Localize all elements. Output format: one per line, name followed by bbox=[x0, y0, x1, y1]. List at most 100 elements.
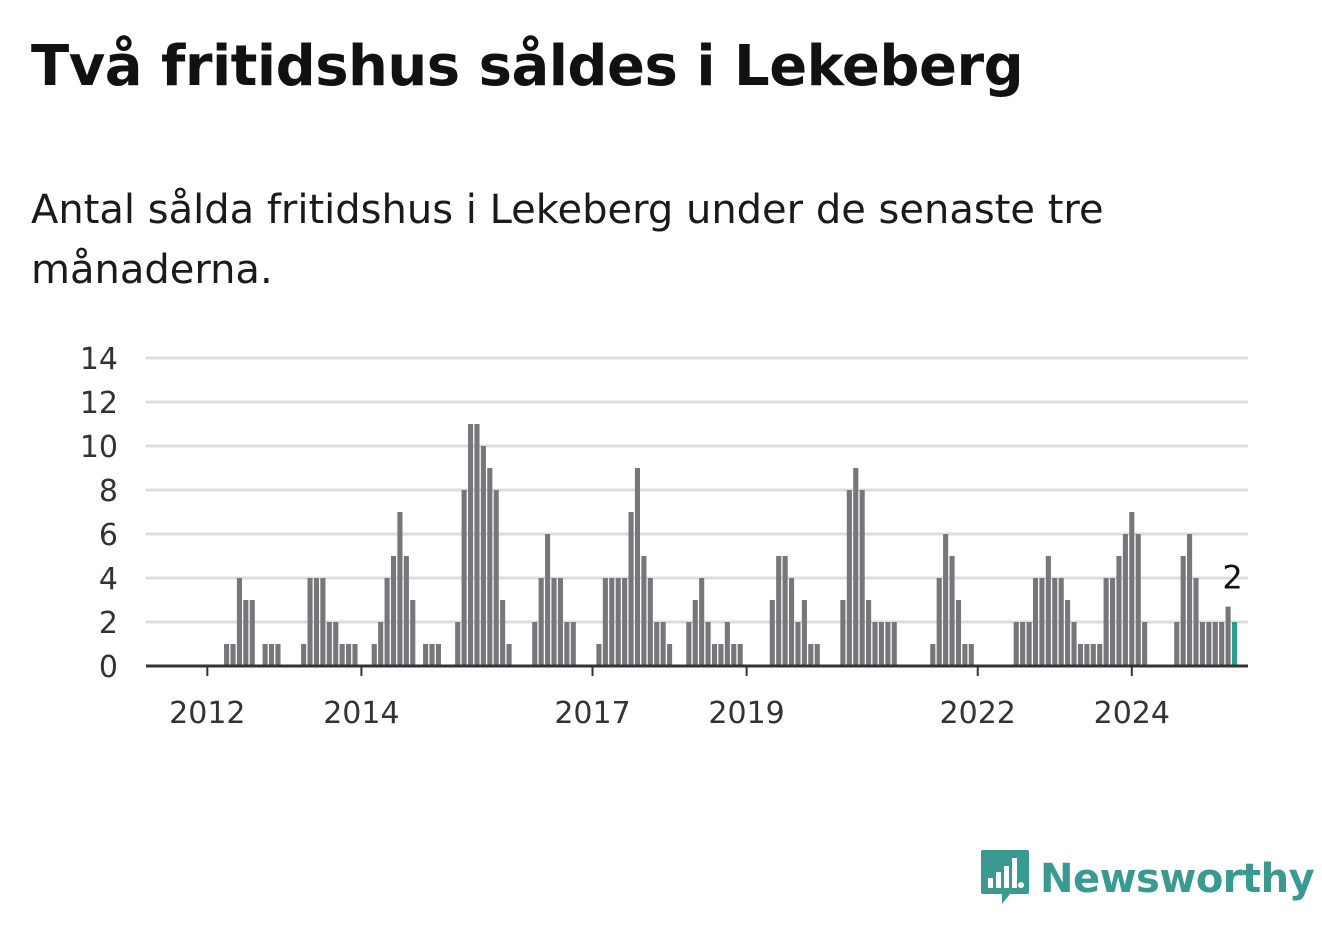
bar bbox=[320, 578, 326, 666]
highlight-bar bbox=[1231, 622, 1238, 666]
bar bbox=[968, 644, 974, 666]
bar bbox=[1071, 622, 1077, 666]
highlight-value-label: 2 bbox=[1222, 559, 1242, 597]
y-tick-label: 10 bbox=[80, 430, 118, 465]
bar bbox=[455, 622, 461, 666]
bar bbox=[384, 578, 390, 666]
bar bbox=[397, 512, 403, 666]
bar bbox=[1103, 578, 1109, 666]
bar bbox=[346, 644, 352, 666]
bar bbox=[622, 578, 628, 666]
bar bbox=[615, 578, 621, 666]
bar bbox=[724, 622, 730, 666]
bar bbox=[429, 644, 435, 666]
bar bbox=[262, 644, 268, 666]
bar bbox=[532, 622, 538, 666]
bar bbox=[943, 534, 949, 666]
bar bbox=[243, 600, 249, 666]
bar bbox=[352, 644, 358, 666]
bar bbox=[1045, 556, 1051, 666]
bar bbox=[435, 644, 441, 666]
bar bbox=[949, 556, 955, 666]
bar bbox=[731, 644, 737, 666]
bar bbox=[1110, 578, 1116, 666]
bar bbox=[1039, 578, 1045, 666]
bar bbox=[333, 622, 339, 666]
bar bbox=[480, 446, 486, 666]
bar bbox=[891, 622, 897, 666]
bar bbox=[1129, 512, 1135, 666]
bar bbox=[789, 578, 795, 666]
bar bbox=[410, 600, 416, 666]
bar bbox=[249, 600, 255, 666]
bar bbox=[686, 622, 692, 666]
gridlines bbox=[146, 356, 1248, 624]
bar bbox=[602, 578, 608, 666]
x-tick-label: 2017 bbox=[554, 696, 630, 731]
newsworthy-logo-icon bbox=[980, 848, 1030, 910]
bar bbox=[1020, 622, 1026, 666]
bar bbox=[808, 644, 814, 666]
bar bbox=[840, 600, 846, 666]
bar bbox=[711, 644, 718, 666]
bar bbox=[461, 490, 467, 666]
bar bbox=[224, 644, 230, 666]
bar bbox=[1026, 622, 1032, 666]
bar bbox=[1219, 622, 1225, 666]
x-tick-label: 2012 bbox=[169, 696, 245, 731]
bar bbox=[378, 622, 384, 666]
y-tick-label: 0 bbox=[99, 650, 118, 685]
bar bbox=[1090, 644, 1096, 666]
bar bbox=[667, 644, 673, 666]
bar bbox=[596, 644, 602, 666]
bar bbox=[962, 644, 968, 666]
bar bbox=[1032, 578, 1039, 666]
bar bbox=[500, 600, 506, 666]
bar bbox=[885, 622, 891, 666]
bar bbox=[403, 556, 409, 666]
bar bbox=[955, 600, 962, 666]
bar bbox=[545, 534, 551, 666]
bar bbox=[1199, 622, 1205, 666]
bar bbox=[275, 644, 281, 666]
bar bbox=[609, 578, 615, 666]
bar bbox=[1174, 622, 1180, 666]
bar bbox=[1097, 644, 1103, 666]
bar bbox=[641, 556, 647, 666]
bar bbox=[737, 644, 743, 666]
newsworthy-brand: Newsworthy bbox=[980, 848, 1315, 910]
bar bbox=[718, 644, 724, 666]
bar bbox=[795, 622, 801, 666]
bar bbox=[936, 578, 942, 666]
bar bbox=[1065, 600, 1071, 666]
y-tick-label: 8 bbox=[99, 474, 118, 509]
bar bbox=[557, 578, 563, 666]
bar bbox=[230, 644, 236, 666]
x-tick-label: 2014 bbox=[323, 696, 399, 731]
bar bbox=[339, 644, 345, 666]
y-tick-label: 6 bbox=[99, 518, 118, 553]
bar bbox=[846, 490, 852, 666]
bar bbox=[654, 622, 660, 666]
bar bbox=[1116, 556, 1122, 666]
bar bbox=[307, 578, 313, 666]
bar-chart: 0 2 4 6 8 10 12 14 2012 2014 2017 2019 2022 2024 2 bbox=[80, 342, 1248, 731]
bar bbox=[699, 578, 705, 666]
bar bbox=[564, 622, 570, 666]
bar bbox=[506, 644, 512, 666]
bar bbox=[313, 578, 320, 666]
bar bbox=[538, 578, 544, 666]
x-tick-label: 2022 bbox=[940, 696, 1016, 731]
bar bbox=[551, 578, 557, 666]
bar bbox=[660, 622, 666, 666]
bar bbox=[853, 468, 859, 666]
bar bbox=[814, 644, 820, 666]
chart-subtitle: Antal sålda fritidshus i Lekeberg under … bbox=[31, 187, 1104, 293]
bar bbox=[326, 622, 332, 666]
bar bbox=[301, 644, 307, 666]
bar bbox=[268, 644, 275, 666]
bar bbox=[1206, 622, 1212, 666]
bar bbox=[390, 556, 397, 666]
bar bbox=[859, 490, 865, 666]
y-axis-ticks: 0 2 4 6 8 10 12 14 bbox=[80, 342, 118, 685]
